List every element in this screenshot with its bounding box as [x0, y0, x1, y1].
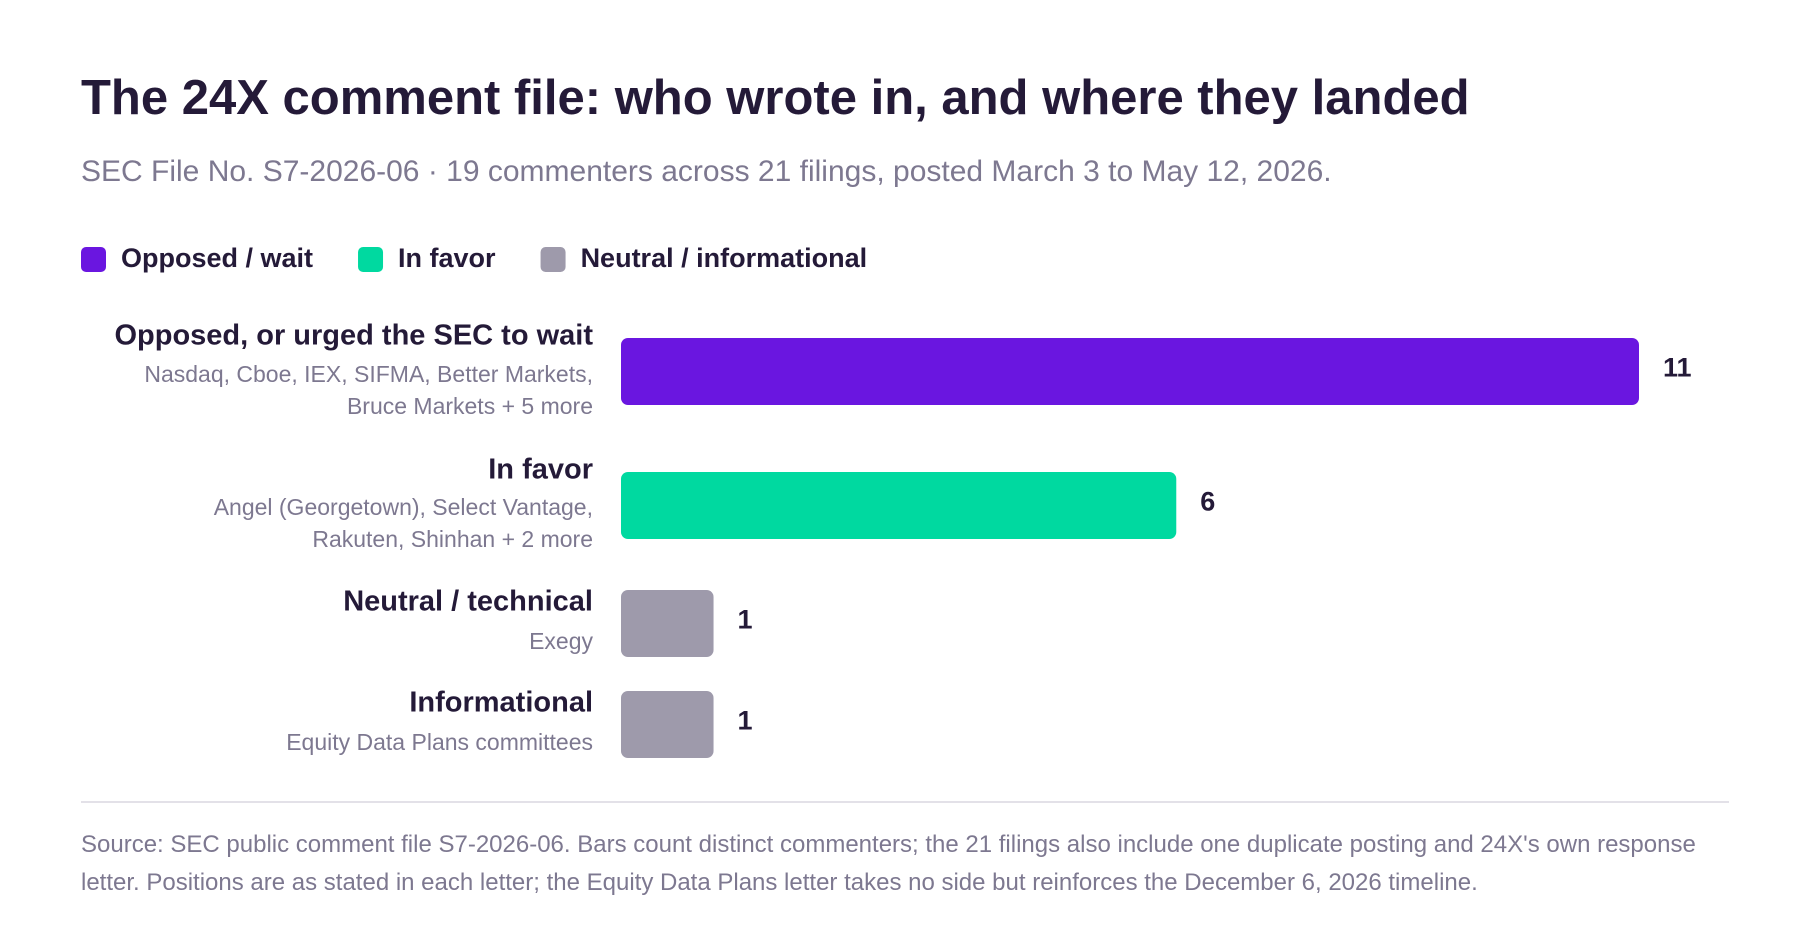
chart: The 24X comment file: who wrote in, and …: [81, 71, 1729, 803]
legend-label: In favor: [398, 243, 496, 273]
category-detail: Bruce Markets + 5 more: [347, 393, 593, 419]
category-detail: Rakuten, Shinhan + 2 more: [312, 526, 593, 552]
category-label: Neutral / technical: [343, 586, 593, 618]
category-detail: Equity Data Plans committees: [286, 729, 593, 755]
footnote: Source: SEC public comment file S7-2026-…: [81, 831, 1696, 896]
legend-label: Neutral / informational: [581, 243, 868, 273]
chart-subtitle: SEC File No. S7-2026-06 · 19 commenters …: [81, 155, 1332, 188]
value-label: 1: [738, 605, 753, 635]
value-label: 6: [1200, 487, 1215, 517]
bar: [621, 472, 1177, 539]
bar: [621, 691, 714, 758]
category-label: Informational: [409, 687, 593, 719]
bar: [621, 338, 1639, 405]
legend-swatch: [358, 247, 384, 272]
legend-label: Opposed / wait: [121, 243, 313, 273]
category-detail: Angel (Georgetown), Select Vantage,: [214, 494, 593, 520]
category-detail: Nasdaq, Cboe, IEX, SIFMA, Better Markets…: [144, 361, 593, 387]
category-detail: Exegy: [529, 628, 593, 654]
value-label: 11: [1663, 353, 1692, 383]
legend-swatch: [81, 247, 106, 272]
bar: [621, 590, 714, 657]
chart-title: The 24X comment file: who wrote in, and …: [81, 71, 1470, 125]
value-label: 1: [738, 706, 753, 736]
legend-swatch: [540, 247, 566, 272]
category-label: In favor: [488, 454, 593, 486]
category-label: Opposed, or urged the SEC to wait: [114, 320, 593, 352]
